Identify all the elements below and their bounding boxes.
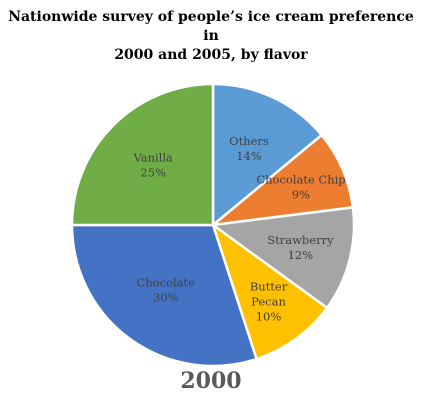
pie-label-value: 10% (256, 309, 282, 323)
pie-label-name: Vanilla (132, 151, 173, 165)
pie-slice-others (211, 82, 323, 227)
pie-slice-strawberry (211, 206, 356, 310)
pie-label-value: 25% (140, 166, 166, 180)
pie-label-strawberry: Strawberry 12% (267, 233, 334, 262)
chart-title-line-2: 2000 and 2005, by flavor (114, 47, 308, 63)
pie-label-value: 12% (288, 248, 314, 262)
pie-label-butter-pecan: Butter Pecan 10% (250, 279, 288, 323)
pie-label-name: Pecan (251, 294, 286, 308)
pie-label-name: Butter (250, 279, 288, 293)
pie-label-value: 30% (153, 291, 179, 305)
pie-label-chocolate-chip: Chocolate Chip 9% (256, 172, 345, 201)
chart-year-caption: 2000 (180, 368, 242, 394)
pie-label-value: 14% (236, 149, 262, 163)
pie-slice-chocolate-chip (211, 133, 355, 227)
chart-title-line-1: Nationwide survey of people’s ice cream … (8, 9, 414, 44)
pie-slice-chocolate (70, 223, 258, 368)
pie-label-name: Chocolate Chip (256, 172, 345, 186)
pie-label-name: Others (229, 134, 269, 148)
pie-label-others: Others 14% (229, 134, 269, 163)
pie-label-vanilla: Vanilla 25% (132, 151, 173, 180)
pie-slice-butter-pecan (211, 223, 329, 361)
pie-label-name: Chocolate (137, 276, 196, 290)
pie-label-name: Strawberry (267, 233, 334, 247)
pie-label-value: 9% (292, 187, 310, 201)
pie-slice-vanilla (70, 82, 215, 227)
pie-label-chocolate: Chocolate 30% (137, 276, 196, 305)
chart-title: Nationwide survey of people’s ice cream … (0, 8, 422, 65)
